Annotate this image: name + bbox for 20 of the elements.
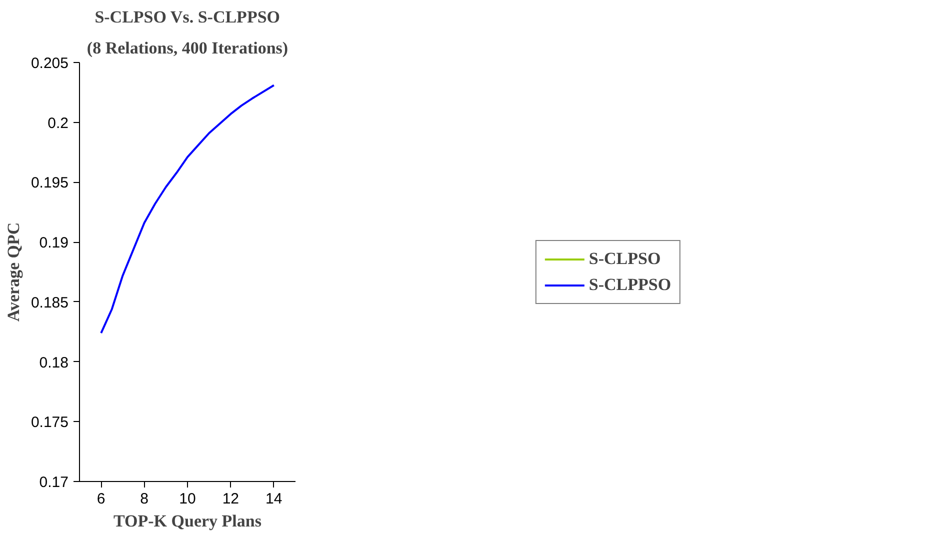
y-tick-label: 0.17 (39, 474, 69, 491)
y-tick-label: 0.205 (30, 55, 69, 72)
x-axis-title: TOP-K Query Plans (114, 512, 262, 530)
legend-label: S-CLPPSO (588, 274, 672, 294)
y-tick-label: 0.175 (30, 414, 69, 432)
y-tick-label: 0.2 (48, 114, 69, 132)
chart-subtitle: (8 Relations, 400 Iterations) (86, 38, 288, 58)
x-tick-label: 12 (222, 490, 240, 508)
line-series (100, 84, 275, 334)
y-tick-label: 0.195 (30, 174, 69, 192)
y-tick-label: 0.18 (39, 354, 69, 372)
x-tick-label: 10 (179, 490, 196, 508)
x-tick-label: 8 (140, 490, 148, 508)
y-tick-label: 0.19 (39, 234, 69, 252)
legend-label: S-CLPSO (588, 248, 661, 268)
y-axis-title: Average QPC (4, 222, 23, 322)
x-tick-label: 6 (96, 490, 106, 508)
x-tick-label: 14 (266, 490, 282, 508)
y-tick-label: 0.185 (30, 294, 69, 312)
chart-title: S-CLPSO Vs. S-CLPPSO (94, 8, 280, 26)
